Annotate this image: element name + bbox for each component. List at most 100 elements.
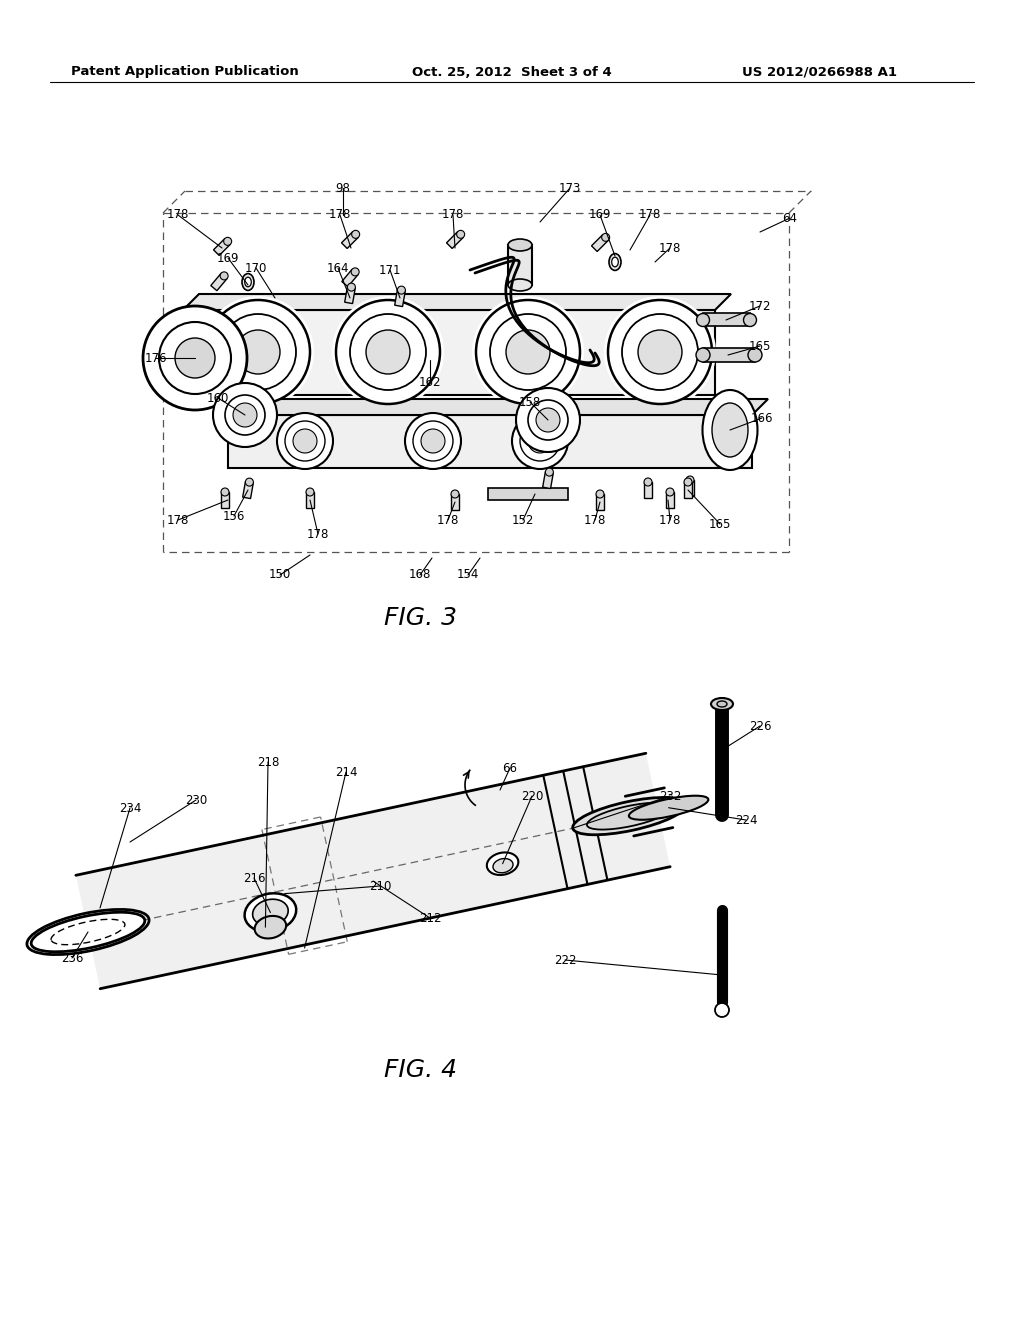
Text: 222: 222	[554, 953, 577, 966]
Text: 224: 224	[735, 813, 758, 826]
Text: 169: 169	[589, 209, 611, 222]
Text: 178: 178	[658, 513, 681, 527]
Polygon shape	[183, 310, 715, 395]
Circle shape	[175, 338, 215, 378]
Ellipse shape	[508, 279, 532, 290]
Polygon shape	[342, 231, 358, 248]
Ellipse shape	[644, 478, 652, 486]
Polygon shape	[394, 289, 406, 306]
Polygon shape	[306, 492, 314, 508]
Text: Patent Application Publication: Patent Application Publication	[71, 66, 299, 78]
Text: 230: 230	[185, 793, 207, 807]
Text: 164: 164	[327, 261, 349, 275]
Circle shape	[220, 314, 296, 389]
Text: Oct. 25, 2012  Sheet 3 of 4: Oct. 25, 2012 Sheet 3 of 4	[412, 66, 612, 78]
Circle shape	[421, 429, 445, 453]
Text: 218: 218	[257, 755, 280, 768]
Text: 165: 165	[709, 517, 731, 531]
Polygon shape	[451, 494, 459, 510]
Circle shape	[413, 421, 453, 461]
Ellipse shape	[711, 698, 733, 710]
Ellipse shape	[629, 796, 709, 820]
Circle shape	[332, 296, 444, 408]
Ellipse shape	[221, 488, 229, 496]
Circle shape	[285, 421, 325, 461]
Ellipse shape	[609, 253, 621, 271]
Text: 178: 178	[441, 209, 464, 222]
Polygon shape	[592, 235, 608, 252]
Ellipse shape	[596, 490, 604, 498]
Ellipse shape	[457, 231, 465, 239]
Text: 210: 210	[369, 879, 391, 892]
Bar	[703, 313, 750, 326]
Polygon shape	[666, 492, 674, 508]
Text: 66: 66	[503, 762, 517, 775]
Text: 168: 168	[409, 569, 431, 582]
Text: 150: 150	[269, 569, 291, 582]
Polygon shape	[211, 273, 227, 290]
Circle shape	[350, 314, 426, 389]
Polygon shape	[345, 286, 355, 304]
Ellipse shape	[743, 314, 757, 326]
Ellipse shape	[451, 490, 459, 498]
Text: 173: 173	[559, 181, 582, 194]
Ellipse shape	[696, 348, 710, 362]
Ellipse shape	[602, 234, 609, 242]
Ellipse shape	[546, 469, 553, 477]
Polygon shape	[686, 480, 694, 496]
Bar	[488, 488, 568, 500]
Circle shape	[516, 388, 580, 451]
Text: 166: 166	[751, 412, 773, 425]
Ellipse shape	[245, 894, 296, 932]
Text: 172: 172	[749, 300, 771, 313]
Polygon shape	[543, 471, 553, 488]
Text: 178: 178	[167, 513, 189, 527]
Circle shape	[512, 413, 568, 469]
Text: 169: 169	[217, 252, 240, 264]
Circle shape	[213, 383, 278, 447]
Text: FIG. 4: FIG. 4	[384, 1059, 457, 1082]
Ellipse shape	[686, 477, 694, 484]
Polygon shape	[342, 269, 358, 286]
Ellipse shape	[255, 916, 286, 939]
Circle shape	[528, 429, 552, 453]
Polygon shape	[221, 492, 229, 508]
Text: 212: 212	[419, 912, 441, 924]
Text: 64: 64	[782, 211, 798, 224]
Bar	[703, 348, 755, 362]
Text: 226: 226	[749, 719, 771, 733]
Circle shape	[366, 330, 410, 374]
Text: 178: 178	[329, 209, 351, 222]
Text: US 2012/0266988 A1: US 2012/0266988 A1	[742, 66, 897, 78]
Circle shape	[233, 403, 257, 426]
Ellipse shape	[712, 403, 748, 457]
Circle shape	[476, 300, 580, 404]
Circle shape	[715, 1003, 729, 1016]
Text: 170: 170	[245, 261, 267, 275]
Ellipse shape	[347, 282, 355, 292]
Ellipse shape	[351, 231, 359, 239]
Circle shape	[638, 330, 682, 374]
Polygon shape	[684, 482, 692, 498]
Ellipse shape	[717, 701, 727, 708]
Text: 178: 178	[307, 528, 329, 540]
Circle shape	[202, 296, 314, 408]
Ellipse shape	[253, 899, 288, 925]
Ellipse shape	[242, 273, 254, 290]
Text: 160: 160	[207, 392, 229, 404]
Ellipse shape	[587, 803, 672, 829]
Circle shape	[336, 300, 440, 404]
Circle shape	[278, 413, 333, 469]
Circle shape	[608, 300, 712, 404]
Text: 216: 216	[243, 871, 265, 884]
Circle shape	[143, 306, 247, 411]
Text: 234: 234	[119, 801, 141, 814]
Circle shape	[159, 322, 231, 393]
Circle shape	[490, 314, 566, 389]
Circle shape	[406, 413, 461, 469]
Ellipse shape	[306, 488, 314, 496]
Ellipse shape	[611, 257, 618, 267]
Ellipse shape	[666, 488, 674, 496]
Text: 236: 236	[60, 952, 83, 965]
Ellipse shape	[31, 912, 144, 952]
